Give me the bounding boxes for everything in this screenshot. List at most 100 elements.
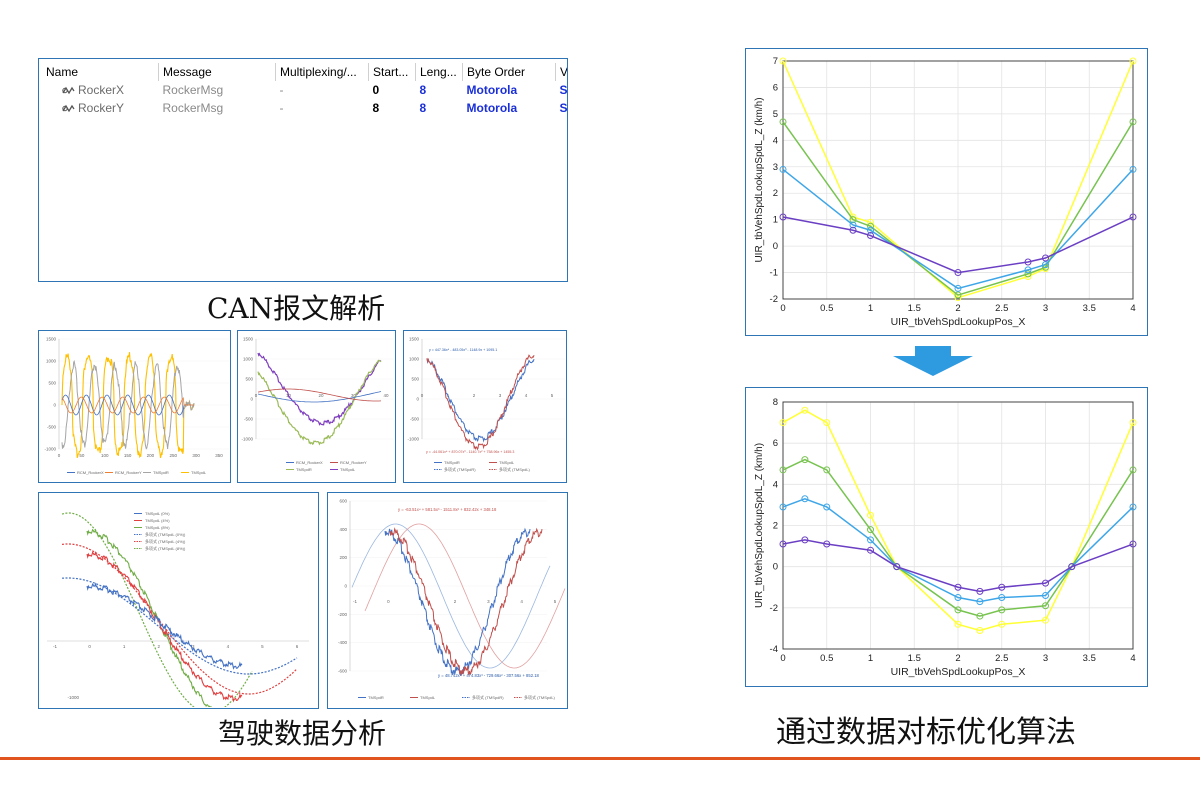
series-point — [1042, 254, 1049, 262]
thumbnail-chart-5: 600 400 200 0 -200 -400 -600 -1 0 1 2 3 4 5 y = -63.51… — [327, 492, 568, 709]
col-header-v[interactable]: V — [555, 63, 567, 81]
table-row[interactable]: RockerY RockerMsg - 8 8 Motorola Si — [42, 99, 567, 117]
signal-name: RockerY — [78, 101, 125, 115]
series-point — [849, 216, 857, 224]
series-tmspdl-0 — [86, 582, 243, 670]
legend-label: TMSpdL — [420, 695, 436, 700]
series-point — [1042, 591, 1049, 599]
x-tick-label: 2 — [955, 653, 960, 664]
fit-tmspdr — [351, 523, 551, 669]
signal-byte-order: Motorola — [466, 101, 518, 115]
legend-label: TMSpdR — [444, 460, 460, 465]
plot-border — [782, 401, 1134, 650]
series-point — [954, 284, 962, 292]
series-point — [893, 563, 901, 571]
x-tick-label: 3.5 — [1083, 303, 1096, 314]
series-point — [1068, 563, 1076, 571]
tick-label-x: -1 — [53, 644, 57, 649]
legend-label: RCM_RockerX — [77, 470, 104, 475]
signal-icon — [62, 104, 75, 113]
y-tick-label: 2 — [773, 521, 778, 532]
tick-label-x: 2 — [473, 393, 476, 398]
plot-border — [782, 60, 1134, 300]
legend-label: TMSpdL — [191, 470, 207, 475]
series-point — [976, 587, 984, 595]
y-tick-label: 6 — [773, 438, 778, 449]
tick-label-y: -500 — [244, 417, 254, 422]
series-line — [782, 216, 1134, 274]
series-point — [867, 226, 874, 234]
table-row[interactable]: RockerX RockerMsg - 0 8 Motorola Si — [42, 81, 567, 99]
series-tmspdr — [426, 358, 535, 443]
col-header-name[interactable]: Name — [42, 63, 159, 81]
series-point — [801, 406, 809, 414]
tick-label-y: -400 — [338, 640, 348, 645]
series-point — [801, 536, 809, 544]
series-point — [779, 503, 787, 511]
legend-label: 多项式 (TMSpdL) — [524, 694, 556, 700]
x-tick-label: 4 — [1130, 653, 1135, 664]
series-tmspdl — [61, 352, 195, 459]
tick-label-x: 2 — [454, 599, 457, 604]
series-point — [1042, 602, 1049, 610]
y-tick-label: 3 — [773, 162, 778, 173]
signal-icon — [62, 86, 75, 95]
legend-label: RCM_RockerY — [340, 460, 367, 465]
tick-label-y: 0 — [53, 403, 56, 408]
x-tick-label: 2 — [955, 303, 960, 314]
y-tick-label: 2 — [773, 188, 778, 199]
legend-label: TMSpdL (0%) — [145, 511, 170, 516]
down-arrow-icon — [893, 346, 973, 376]
x-tick-label: 3 — [1043, 653, 1048, 664]
series-point — [954, 583, 962, 591]
tick-label-y: 0 — [416, 397, 419, 402]
tick-label-x: 20 — [318, 393, 324, 398]
series-point — [867, 222, 874, 230]
thumbnail-chart-3: 1500 1000 500 0 -500 -1000 0 1 2 3 4 5 y = 447.36x⁴ … — [403, 330, 619, 483]
legend-label: 多项式 (TMSpdL) — [499, 466, 531, 472]
x-tick-label: 1 — [868, 653, 873, 664]
x-tick-label: 3.5 — [1083, 653, 1096, 664]
lookup-chart-after: 0 0.5 1 1.5 2 2.5 3 3.5 4 -4 -2 0 2 4 6 8 UIR_tbVehSpdLo… — [754, 397, 1137, 678]
signal-multiplexing: - — [279, 101, 284, 115]
series-point — [823, 540, 831, 548]
series-point — [867, 536, 874, 544]
series-point — [998, 594, 1006, 602]
x-tick-label: 0.5 — [820, 653, 833, 664]
series-point — [998, 620, 1006, 628]
series-point — [998, 583, 1006, 591]
col-header-multiplexing[interactable]: Multiplexing/... — [275, 63, 369, 81]
y-tick-label: 1 — [773, 215, 778, 226]
legend-label: 多项式 (TMSpdL (8%)) — [145, 545, 186, 551]
col-header-byte-order[interactable]: Byte Order — [462, 63, 556, 81]
col-header-length[interactable]: Leng... — [415, 63, 463, 81]
series-point — [779, 540, 787, 548]
tick-label-y: 1500 — [243, 337, 254, 342]
series-point — [976, 612, 984, 620]
tick-label-x: 5 — [261, 644, 264, 649]
col-header-start[interactable]: Start... — [368, 63, 416, 81]
y-tick-label: 4 — [773, 135, 778, 146]
y-tick-label: 4 — [773, 479, 778, 490]
equation-top: y = -63.51x⁴ + 581.5x³ - 1511.8x² + 832.… — [398, 507, 497, 512]
lookup-chart-before-panel: 0 0.5 1 1.5 2 2.5 3 3.5 4 -2 -1 0 1 2 3 4 5 6 7 UIR_tbVehSp… — [745, 48, 1148, 336]
y-tick-label: -4 — [770, 644, 778, 655]
col-header-message[interactable]: Message — [158, 63, 276, 81]
series-point — [823, 466, 831, 474]
series-point — [1024, 270, 1032, 278]
x-tick-label: 1.5 — [908, 653, 921, 664]
y-axis-label: UIR_tbVehSpdLookupSpdL_Z (km/h) — [754, 97, 765, 262]
series-point — [823, 419, 831, 427]
x-tick-label: 1 — [868, 303, 873, 314]
series-point — [867, 546, 874, 554]
series-point — [849, 226, 857, 234]
series-point — [954, 606, 962, 614]
tick-label-y: 200 — [339, 555, 347, 560]
series-rockerx — [257, 391, 382, 403]
tick-label-y: -1000 — [407, 437, 419, 442]
legend-label: TMSpdR — [296, 467, 312, 472]
series-point — [1024, 258, 1032, 266]
series-tmspdl — [389, 527, 543, 677]
caption-driving-data-analysis: 驾驶数据分析 — [218, 717, 387, 750]
